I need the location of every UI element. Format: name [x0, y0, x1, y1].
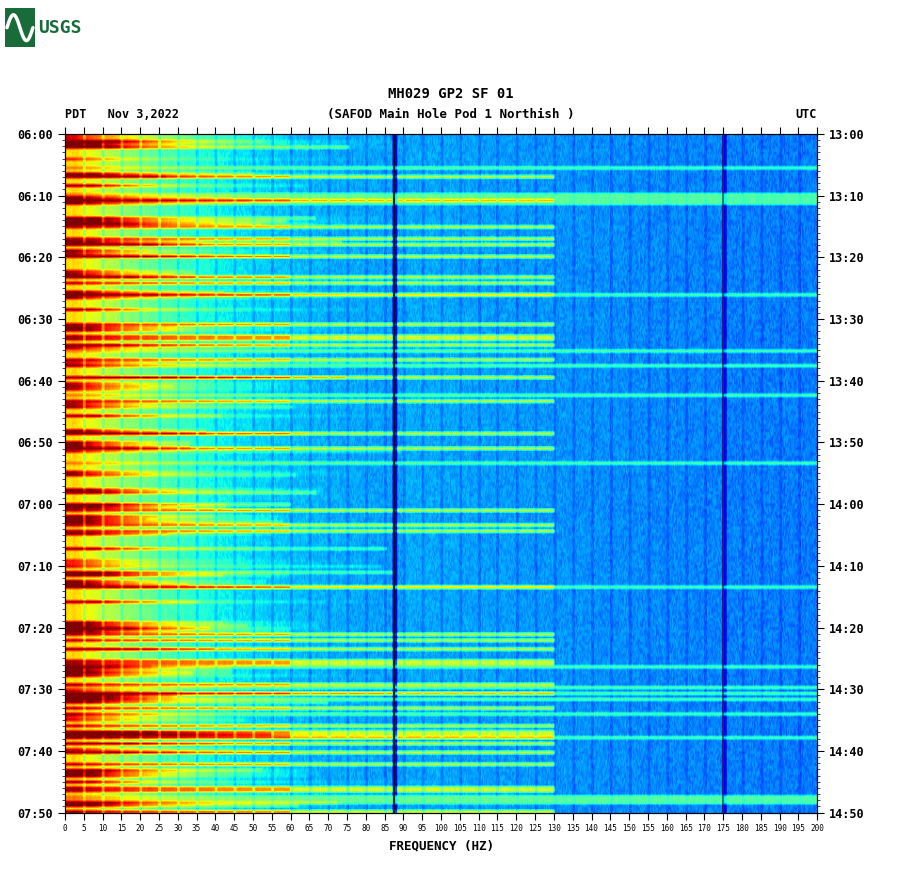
Text: USGS: USGS	[39, 19, 82, 37]
Text: MH029 GP2 SF 01: MH029 GP2 SF 01	[388, 87, 514, 101]
X-axis label: FREQUENCY (HZ): FREQUENCY (HZ)	[389, 839, 493, 852]
Text: UTC: UTC	[796, 108, 817, 121]
Text: PDT   Nov 3,2022: PDT Nov 3,2022	[65, 108, 179, 121]
Text: (SAFOD Main Hole Pod 1 Northish ): (SAFOD Main Hole Pod 1 Northish )	[327, 108, 575, 121]
FancyBboxPatch shape	[5, 8, 35, 47]
